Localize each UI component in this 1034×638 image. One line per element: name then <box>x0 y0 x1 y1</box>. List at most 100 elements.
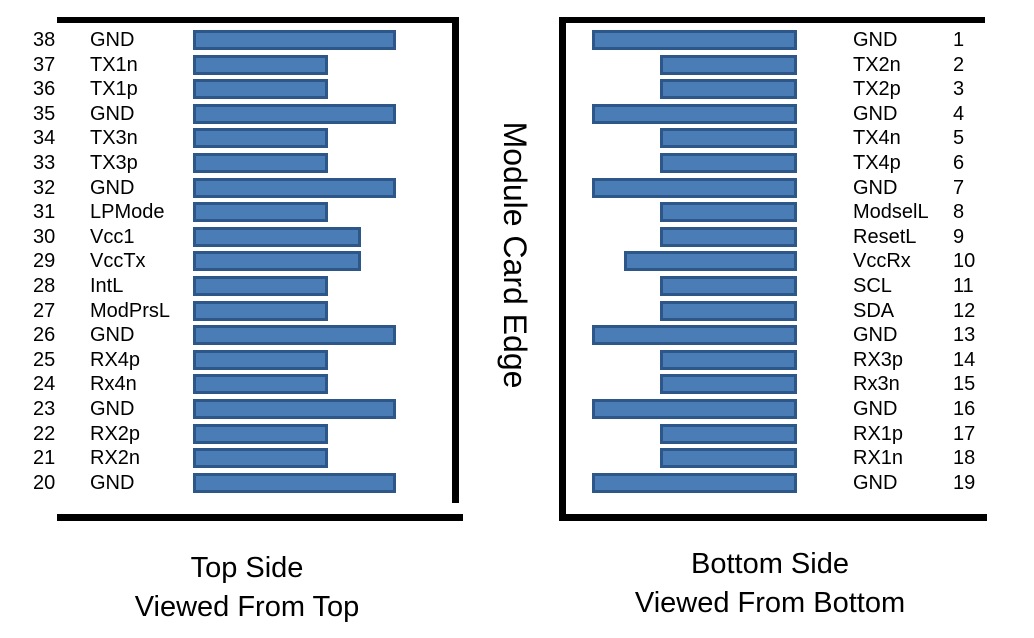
pin-number: 21 <box>33 447 56 470</box>
pin-row: 23 GND <box>33 398 460 420</box>
pin-pad-bar <box>660 276 797 296</box>
pin-row: 22 RX2p <box>33 422 460 445</box>
bottom-side-panel-border-left <box>559 17 566 515</box>
pin-name: TX1n <box>90 53 138 76</box>
pin-pad-bar <box>193 202 328 223</box>
pin-name: GND <box>853 324 898 347</box>
pin-row: 20 GND <box>33 471 460 494</box>
pin-name: ResetL <box>853 225 917 248</box>
pin-number: 36 <box>33 78 56 101</box>
pin-pad-bar <box>660 226 797 247</box>
pin-number: 25 <box>33 348 56 371</box>
pin-row: 24 Rx4n <box>33 373 460 396</box>
bottom-side-panel-border-bottom <box>559 514 987 521</box>
top-side-panel-border-top <box>57 17 452 23</box>
pin-number: 14 <box>953 348 976 371</box>
top-side-panel-border-bottom <box>57 514 463 521</box>
pin-number: 12 <box>953 299 976 322</box>
pin-row: 15 Rx3n <box>592 373 990 396</box>
pin-pad-bar <box>660 349 797 370</box>
pin-name: TX4p <box>853 152 901 174</box>
pin-number: 5 <box>953 127 965 150</box>
pin-pad-bar <box>193 177 396 198</box>
pin-pad-bar <box>193 423 328 444</box>
pin-row: 1 GND <box>592 29 990 51</box>
pin-pad-bar <box>193 349 328 370</box>
pin-name: RX1n <box>853 447 904 470</box>
pin-name: GND <box>90 102 135 125</box>
pin-pad-bar <box>660 54 797 75</box>
pin-number: 6 <box>953 152 965 174</box>
pin-name: GND <box>853 29 898 51</box>
pin-row: 13 GND <box>592 324 990 347</box>
pin-name: TX2p <box>853 78 901 101</box>
pin-number: 7 <box>953 176 965 199</box>
pin-number: 17 <box>953 422 976 445</box>
pin-pad-bar <box>660 202 797 223</box>
pin-row: 9 ResetL <box>592 225 990 248</box>
pin-number: 16 <box>953 398 976 420</box>
pin-name: GND <box>90 324 135 347</box>
pin-number: 8 <box>953 201 965 224</box>
pin-pad-bar <box>193 472 396 493</box>
pin-pad-bar <box>660 374 797 395</box>
pin-name: Rx3n <box>853 373 900 396</box>
pin-number: 15 <box>953 373 976 396</box>
bottom-side-caption-line1: Bottom Side <box>691 548 849 580</box>
pin-name: Rx4n <box>90 373 137 396</box>
pin-pad-bar <box>193 374 328 395</box>
pin-row: 17 RX1p <box>592 422 990 445</box>
pin-number: 3 <box>953 78 965 101</box>
pin-number: 35 <box>33 102 56 125</box>
pin-pad-bar <box>193 325 396 346</box>
pin-name: VccTx <box>90 250 146 273</box>
pin-row: 26 GND <box>33 324 460 347</box>
pin-name: ModselL <box>853 201 929 224</box>
pin-name: TX1p <box>90 78 138 101</box>
pin-pad-bar <box>660 423 797 444</box>
pin-number: 11 <box>953 275 974 297</box>
pin-row: 7 GND <box>592 176 990 199</box>
pin-pad-bar <box>660 300 797 321</box>
pin-row: 2 TX2n <box>592 54 990 75</box>
pin-number: 32 <box>33 176 56 199</box>
pin-pad-bar <box>193 399 396 419</box>
pin-row: 3 TX2p <box>592 78 990 101</box>
pin-pad-bar <box>193 276 328 296</box>
pin-name: GND <box>853 471 898 494</box>
pin-name: TX3n <box>90 127 138 150</box>
pin-number: 10 <box>953 250 976 273</box>
pin-number: 18 <box>953 447 976 470</box>
pin-number: 34 <box>33 127 56 150</box>
pin-name: GND <box>90 398 135 420</box>
pin-pad-bar <box>193 251 361 272</box>
pin-row: 34 TX3n <box>33 127 460 150</box>
pin-number: 23 <box>33 398 56 420</box>
pin-row: 31 LPMode <box>33 201 460 224</box>
pin-name: RX2p <box>90 422 141 445</box>
pin-row: 18 RX1n <box>592 447 990 470</box>
pin-name: IntL <box>90 275 124 297</box>
pin-pad-bar <box>624 251 797 272</box>
pin-pad-bar <box>592 325 797 346</box>
module-card-edge-label: Module Card Edge <box>497 121 533 389</box>
pin-name: LPMode <box>90 201 165 224</box>
pin-row: 5 TX4n <box>592 127 990 150</box>
pin-pad-bar <box>660 128 797 149</box>
pin-name: GND <box>90 471 135 494</box>
pin-row: 37 TX1n <box>33 53 460 76</box>
pin-row: 25 RX4p <box>33 348 460 371</box>
pin-name: ModPrsL <box>90 299 171 322</box>
pin-number: 22 <box>33 422 56 445</box>
pin-number: 19 <box>953 471 976 494</box>
pin-name: RX3p <box>853 348 904 371</box>
top-side-caption: Top Side Viewed From Top <box>47 549 447 627</box>
pin-pad-bar <box>660 448 797 469</box>
pin-row: 4 GND <box>592 103 990 124</box>
pin-number: 29 <box>33 250 56 273</box>
bottom-side-panel-border-top <box>559 17 985 23</box>
pin-number: 38 <box>33 29 56 51</box>
pin-number: 37 <box>33 53 56 76</box>
pin-pad-bar <box>193 103 396 124</box>
pin-row: 32 GND <box>33 176 460 199</box>
